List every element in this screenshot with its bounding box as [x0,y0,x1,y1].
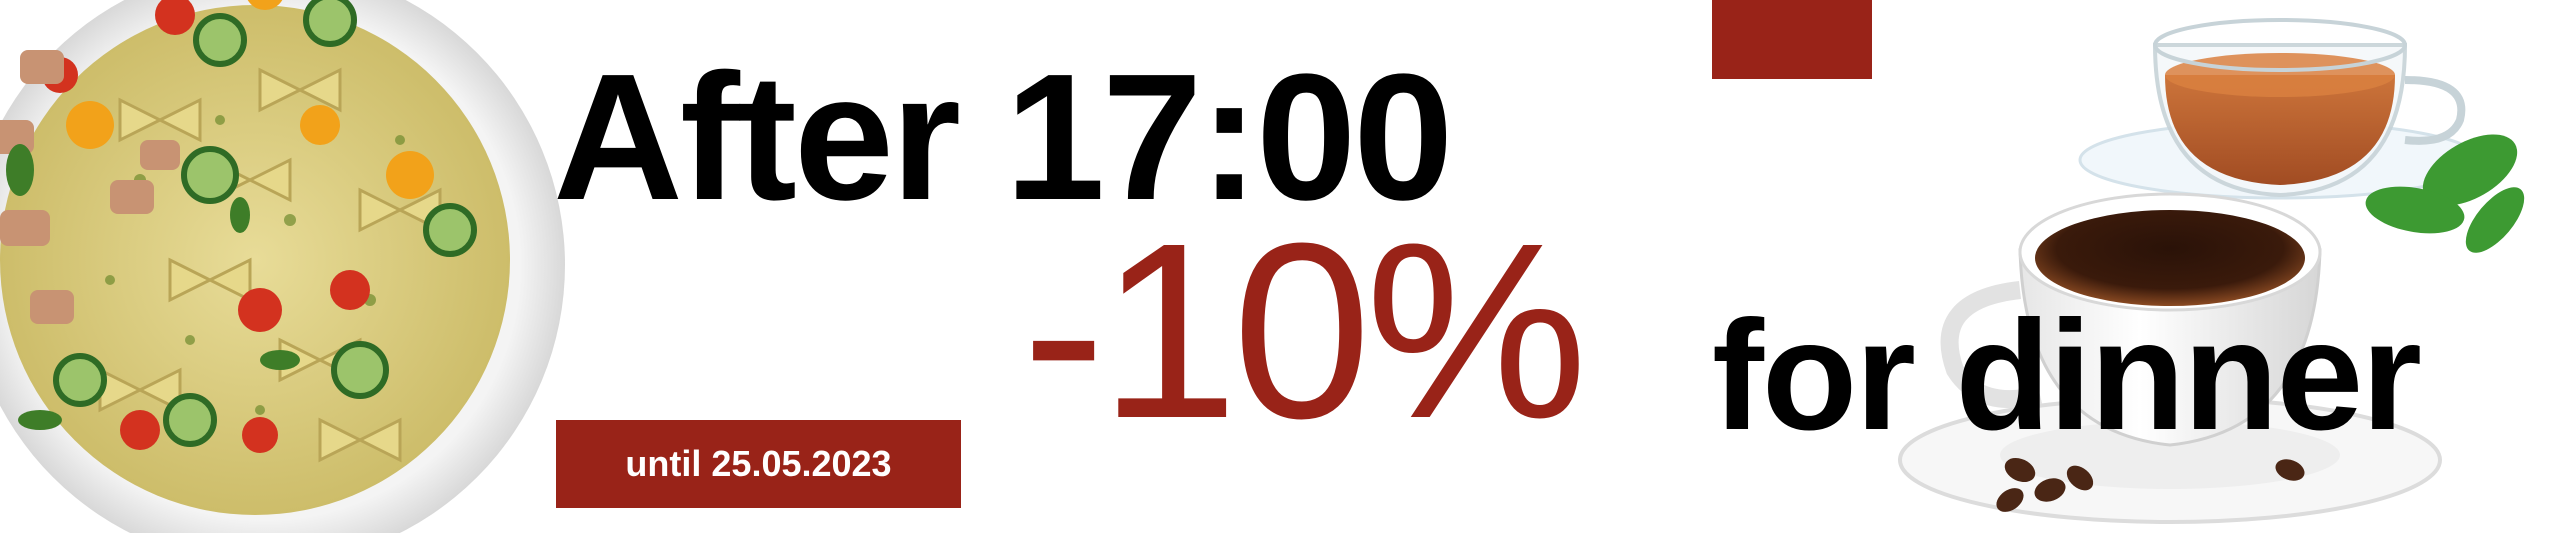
headline-time: After 17:00 [553,37,1453,238]
discount-percent: -10% [1022,191,1588,470]
accent-block [1712,0,1872,79]
tea-and-coffee-image [1898,18,2525,524]
for-dinner-text: for dinner [1712,289,2422,463]
pasta-dish-image [0,0,565,533]
until-date-badge: until 25.05.2023 [556,420,961,508]
until-date-text: until 25.05.2023 [625,443,892,484]
